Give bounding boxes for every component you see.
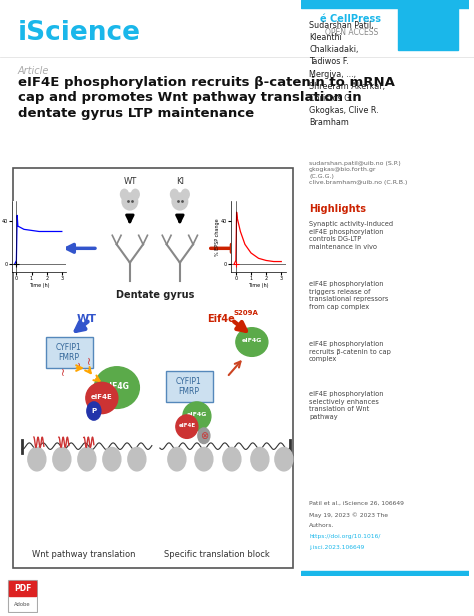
Text: May 19, 2023 © 2023 The: May 19, 2023 © 2023 The	[309, 512, 388, 517]
Text: eIF4G: eIF4G	[187, 413, 207, 418]
Text: ~: ~	[75, 360, 85, 369]
Ellipse shape	[86, 383, 118, 413]
Text: Patil et al., iScience 26, 106649: Patil et al., iScience 26, 106649	[309, 501, 404, 506]
Ellipse shape	[122, 193, 137, 210]
Text: FMRP: FMRP	[58, 353, 79, 362]
Text: eIF4E phosphorylation
selectively enhances
translation of Wnt
pathway: eIF4E phosphorylation selectively enhanc…	[309, 391, 383, 420]
Text: eIF4E phosphorylation recruits β-catenin to mRNA: eIF4E phosphorylation recruits β-catenin…	[18, 76, 395, 89]
Circle shape	[275, 447, 293, 471]
Circle shape	[53, 447, 71, 471]
Ellipse shape	[183, 402, 211, 431]
Text: cap and promotes Wnt pathway translation in: cap and promotes Wnt pathway translation…	[18, 91, 362, 104]
Text: Eif4e: Eif4e	[207, 314, 235, 323]
X-axis label: Time (h): Time (h)	[29, 283, 49, 288]
Ellipse shape	[94, 367, 139, 408]
Text: CYFIP1: CYFIP1	[176, 376, 202, 386]
Text: j.isci.2023.106649: j.isci.2023.106649	[309, 545, 364, 550]
Text: FMRP: FMRP	[178, 387, 200, 396]
Circle shape	[171, 189, 178, 200]
Text: Specific translation block: Specific translation block	[164, 549, 270, 559]
Circle shape	[251, 447, 269, 471]
Text: P: P	[91, 408, 96, 414]
Ellipse shape	[176, 415, 198, 439]
Bar	[301, 0, 469, 8]
Text: OPEN ACCESS: OPEN ACCESS	[325, 28, 378, 37]
Circle shape	[128, 447, 146, 471]
FancyBboxPatch shape	[13, 168, 293, 569]
Text: Synaptic activity-induced
eIF4E phosphorylation
controls DG-LTP
maintenance in v: Synaptic activity-induced eIF4E phosphor…	[309, 221, 393, 250]
Bar	[9, 581, 36, 596]
Text: eIF4G: eIF4G	[242, 338, 262, 343]
Text: Authors.: Authors.	[309, 523, 334, 528]
Circle shape	[28, 447, 46, 471]
Text: ~: ~	[59, 366, 69, 375]
Text: Highlights: Highlights	[309, 204, 366, 214]
Text: ⊗: ⊗	[200, 431, 208, 440]
Text: WT: WT	[77, 314, 97, 323]
Text: KI: KI	[176, 177, 184, 186]
Text: eIF4E phosphorylation
triggers release of
translational repressors
from cap comp: eIF4E phosphorylation triggers release o…	[309, 281, 388, 310]
Text: Wnt pathway translation: Wnt pathway translation	[32, 549, 136, 559]
Text: sudarshan.patil@uib.no (S.P.)
gkogkas@bio.forth.gr
(C.G.G.)
clive.bramham@uib.no: sudarshan.patil@uib.no (S.P.) gkogkas@bi…	[309, 161, 407, 185]
Circle shape	[223, 447, 241, 471]
Circle shape	[87, 402, 101, 420]
Text: https://doi.org/10.1016/: https://doi.org/10.1016/	[309, 534, 380, 539]
Text: é CellPress: é CellPress	[320, 14, 381, 24]
X-axis label: Time (h): Time (h)	[248, 283, 269, 288]
Circle shape	[78, 447, 96, 471]
Circle shape	[198, 428, 210, 444]
FancyBboxPatch shape	[46, 337, 93, 368]
Text: dentate gyrus LTP maintenance: dentate gyrus LTP maintenance	[18, 107, 254, 120]
Circle shape	[168, 447, 186, 471]
Ellipse shape	[172, 193, 188, 210]
Circle shape	[195, 447, 213, 471]
Bar	[398, 5, 458, 51]
Text: eIF4E: eIF4E	[178, 423, 195, 428]
Circle shape	[131, 189, 139, 200]
Text: ~: ~	[85, 354, 95, 363]
Text: Sudarshan Patil,
Kleanthi
Chalkiadaki,
Tadiwos F.
Mergiya, ...,
Shreeram Akerkar: Sudarshan Patil, Kleanthi Chalkiadaki, T…	[309, 21, 385, 127]
Circle shape	[182, 189, 189, 200]
Text: S209A: S209A	[234, 310, 259, 317]
Text: iScience: iScience	[18, 20, 141, 46]
Text: Adobe: Adobe	[14, 602, 31, 607]
Y-axis label: % EPSP change: % EPSP change	[215, 218, 219, 256]
Text: eIF4E phosphorylation
recruits β-catenin to cap
complex: eIF4E phosphorylation recruits β-catenin…	[309, 341, 391, 362]
Text: Article: Article	[18, 66, 49, 76]
Text: eIF4G: eIF4G	[104, 382, 129, 391]
Text: eIF4E: eIF4E	[91, 394, 113, 400]
Text: CYFIP1: CYFIP1	[56, 342, 82, 352]
Text: Dentate gyrus: Dentate gyrus	[116, 290, 194, 300]
Bar	[301, 571, 469, 576]
Circle shape	[103, 447, 121, 471]
Text: PDF: PDF	[14, 584, 31, 593]
FancyBboxPatch shape	[166, 371, 213, 402]
Circle shape	[120, 189, 128, 200]
Text: WT: WT	[123, 177, 137, 186]
Ellipse shape	[236, 328, 268, 356]
FancyBboxPatch shape	[8, 580, 37, 612]
